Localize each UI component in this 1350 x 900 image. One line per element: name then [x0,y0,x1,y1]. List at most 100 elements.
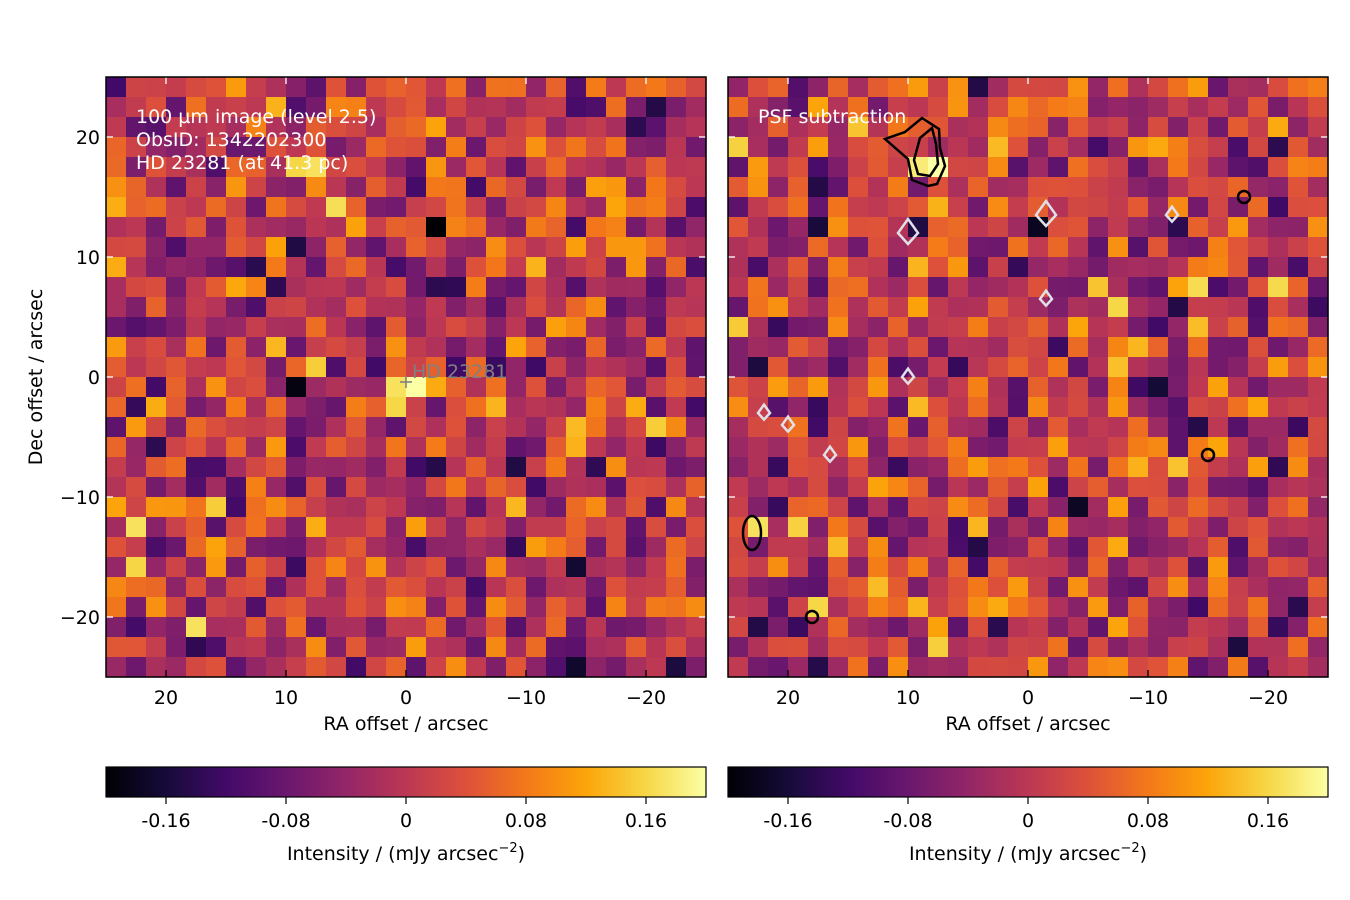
pixel-cell [466,317,487,338]
pixel-cell [186,157,207,178]
pixel-cell [106,497,127,518]
pixel-cell [868,257,889,278]
pixel-cell [1168,117,1189,138]
pixel-cell [1088,557,1109,578]
pixel-cell [366,97,387,118]
pixel-cell [968,117,989,138]
pixel-cell [466,397,487,418]
pixel-cell [486,77,507,98]
pixel-cell [106,537,127,558]
pixel-cell [646,557,667,578]
pixel-cell [246,77,267,98]
pixel-cell [546,197,567,218]
pixel-cell [1208,357,1229,378]
pixel-cell [988,137,1009,158]
pixel-cell [1308,517,1329,538]
pixel-cell [768,177,789,198]
pixel-cell [686,437,707,458]
pixel-cell [1228,297,1249,318]
pixel-cell [988,217,1009,238]
pixel-cell [666,297,687,318]
pixel-cell [106,477,127,498]
pixel-cell [1108,657,1129,678]
pixel-cell [246,137,267,158]
pixel-cell [988,657,1009,678]
pixel-cell [1008,497,1029,518]
pixel-cell [266,497,287,518]
pixel-cell [186,397,207,418]
pixel-cell [788,77,809,98]
pixel-cell [868,657,889,678]
pixel-cell [1008,457,1029,478]
pixel-cell [1248,197,1269,218]
pixel-cell [1008,77,1029,98]
pixel-cell [526,237,547,258]
pixel-cell [968,97,989,118]
pixel-cell [446,497,467,518]
pixel-cell [1308,277,1329,298]
pixel-cell [606,117,627,138]
pixel-cell [426,537,447,558]
pixel-cell [566,397,587,418]
pixel-cell [1088,137,1109,158]
pixel-cell [808,597,829,618]
pixel-cell [486,517,507,538]
colorbar-label-close: ) [518,843,525,865]
pixel-cell [266,137,287,158]
pixel-cell [908,417,929,438]
pixel-cell [1288,357,1309,378]
pixel-cell [346,557,367,578]
pixel-cell [788,517,809,538]
pixel-cell [1288,657,1309,678]
pixel-cell [446,657,467,678]
pixel-cell [306,297,327,318]
pixel-cell [226,657,247,678]
pixel-cell [828,357,849,378]
pixel-cell [748,497,769,518]
pixel-cell [566,297,587,318]
pixel-cell [586,277,607,298]
pixel-cell [848,537,869,558]
pixel-cell [126,397,147,418]
pixel-cell [908,177,929,198]
pixel-cell [908,617,929,638]
pixel-cell [1208,157,1229,178]
colorbar-gradient-left [105,766,707,798]
pixel-cell [1248,257,1269,278]
pixel-cell [1108,497,1129,518]
pixel-cell [606,417,627,438]
pixel-cell [1168,477,1189,498]
pixel-cell [968,517,989,538]
pixel-grid-left [106,77,707,678]
pixel-cell [126,157,147,178]
pixel-cell [1288,337,1309,358]
pixel-cell [126,497,147,518]
pixel-cell [1008,177,1029,198]
pixel-cell [1128,477,1149,498]
pixel-cell [626,537,647,558]
pixel-cell [1008,137,1029,158]
pixel-cell [868,597,889,618]
x-tick-label: 20 [776,687,800,709]
pixel-cell [186,637,207,658]
pixel-cell [1008,517,1029,538]
pixel-cell [586,517,607,538]
pixel-cell [466,557,487,578]
pixel-cell [1248,597,1269,618]
pixel-cell [828,177,849,198]
pixel-cell [1268,277,1289,298]
pixel-cell [626,417,647,438]
pixel-cell [306,597,327,618]
pixel-cell [166,177,187,198]
pixel-cell [888,217,909,238]
colorbar-label-right: Intensity / (mJy arcsec−2) [909,841,1147,865]
pixel-cell [1148,237,1169,258]
y-tick-label: −20 [60,607,100,629]
pixel-cell [1168,297,1189,318]
pixel-cell [466,117,487,138]
pixel-cell [426,617,447,638]
pixel-cell [1088,657,1109,678]
pixel-cell [828,257,849,278]
pixel-cell [646,297,667,318]
pixel-cell [728,77,749,98]
